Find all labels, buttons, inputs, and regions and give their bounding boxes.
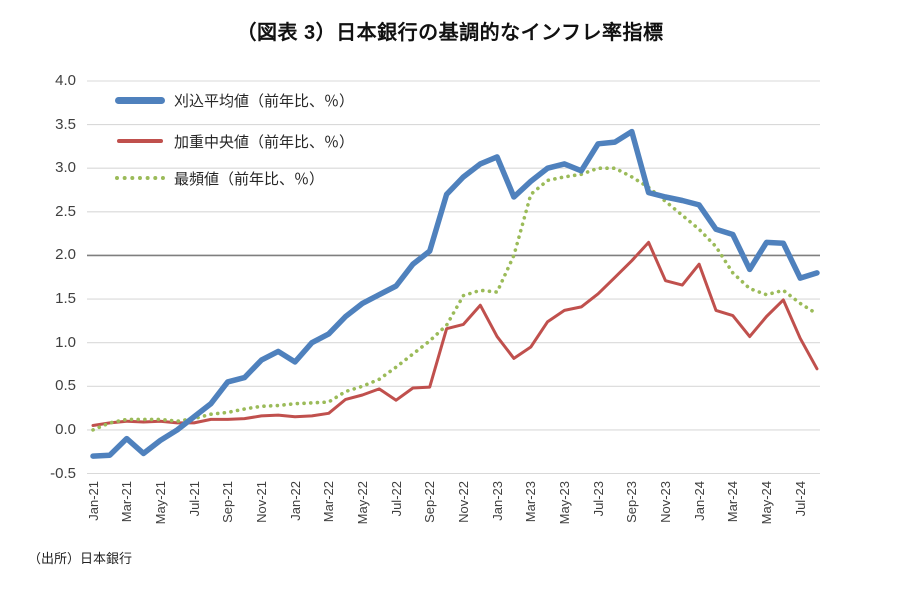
- x-tick-label: May-24: [758, 481, 774, 525]
- y-tick-label: 2.5: [55, 202, 76, 220]
- legend-label-trimmed-mean: 刈込平均値（前年比、％）: [174, 92, 355, 110]
- legend-label-weighted-median: 加重中央値（前年比、％）: [174, 133, 355, 151]
- y-tick-label: 1.0: [55, 333, 76, 351]
- x-tick-label: Nov-23: [657, 481, 673, 523]
- x-tick-label: Jan-22: [287, 481, 303, 521]
- x-tick-label: Nov-22: [455, 481, 471, 523]
- x-tick-label: May-22: [354, 481, 370, 525]
- x-tick-label: Sep-23: [624, 481, 640, 523]
- y-tick-label: 3.5: [55, 115, 76, 133]
- y-tick-label: 2.0: [55, 246, 76, 264]
- legend-item-mode: 最頻値（前年比、％）: [115, 167, 324, 189]
- y-tick-label: 3.0: [55, 159, 76, 177]
- trimmed-mean-line-swatch-icon: [115, 96, 165, 104]
- x-tick-label: May-21: [152, 481, 168, 525]
- y-tick-label: -0.5: [50, 464, 76, 482]
- legend-label-mode: 最頻値（前年比、％）: [174, 170, 325, 188]
- y-tick-label: 0.5: [55, 377, 76, 395]
- x-tick-label: Sep-21: [220, 481, 236, 523]
- x-tick-label: Jan-23: [489, 481, 505, 521]
- x-tick-label: Jul-22: [388, 481, 404, 517]
- chart-title: （図表 3）日本銀行の基調的なインフレ率指標: [236, 22, 664, 44]
- series-line-trimmed-mean: [90, 128, 820, 459]
- x-tick-label: Mar-21: [119, 481, 135, 523]
- x-tick-label: Sep-22: [422, 481, 438, 523]
- series-line-mode: [91, 166, 819, 432]
- mode-dotted-line-swatch-icon: [115, 176, 165, 180]
- legend-item-trimmed-mean: 刈込平均値（前年比、％）: [115, 89, 354, 111]
- x-tick-label: Jul-21: [186, 481, 202, 517]
- x-tick-label: Jul-23: [590, 481, 606, 517]
- x-tick-label: Jan-21: [85, 481, 101, 521]
- series-line-weighted-median: [91, 240, 819, 427]
- x-tick-label: Mar-22: [321, 481, 337, 523]
- y-tick-label: 0.0: [55, 420, 76, 438]
- x-tick-label: Jul-24: [792, 481, 808, 517]
- x-tick-label: Nov-21: [253, 481, 269, 523]
- x-tick-label: Mar-24: [725, 481, 741, 523]
- legend-item-weighted-median: 加重中央値（前年比、％）: [115, 130, 354, 152]
- x-tick-label: Jan-24: [691, 481, 707, 521]
- x-tick-label: Mar-23: [523, 481, 539, 523]
- y-tick-label: 4.0: [55, 72, 76, 89]
- weighted-median-line-swatch-icon: [117, 139, 163, 143]
- y-tick-label: 1.5: [55, 290, 76, 308]
- source-note: （出所）日本銀行: [28, 551, 133, 566]
- x-tick-label: May-23: [556, 481, 572, 525]
